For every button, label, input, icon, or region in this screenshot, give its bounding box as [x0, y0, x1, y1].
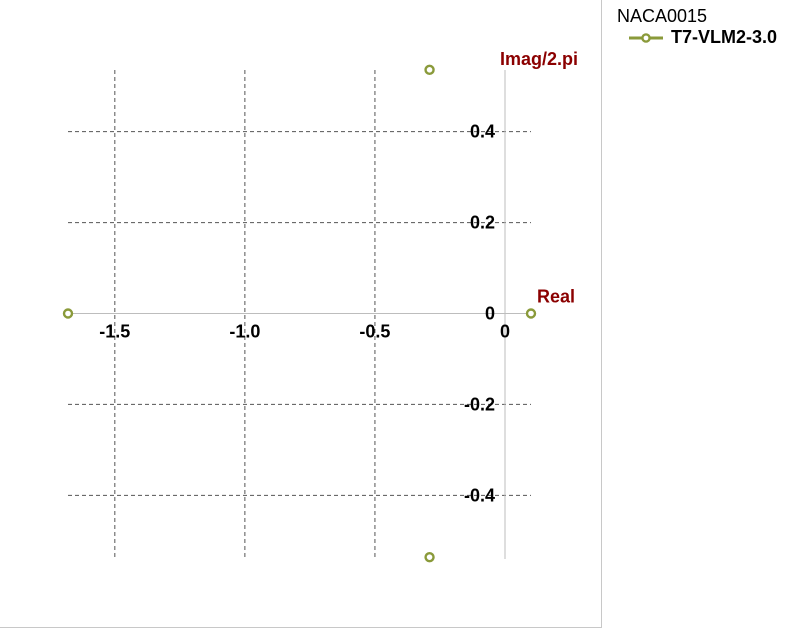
x-tick-label: -0.5: [359, 322, 390, 342]
legend-marker-icon: [629, 32, 663, 43]
y-axis-label: Imag/2.pi: [500, 49, 578, 69]
legend-title: NACA0015: [617, 6, 708, 26]
y-tick-label: -0.2: [464, 394, 495, 414]
plot-area: [0, 0, 602, 628]
y-tick-label: 0.4: [470, 122, 495, 142]
grid-lines: [68, 70, 531, 559]
tick-labels: -1.5 -1.0 -0.5 0 0.4 0.2 0 -0.2 -0.4: [99, 122, 510, 506]
x-tick-label: -1.5: [99, 322, 130, 342]
axes: [68, 70, 531, 559]
x-axis-label: Real: [537, 287, 575, 307]
data-points: [62, 64, 537, 563]
y-tick-label: 0: [485, 304, 495, 324]
legend-series-label: T7-VLM2-3.0: [671, 27, 778, 47]
data-point: [424, 64, 435, 76]
x-tick-label: -1.0: [229, 322, 260, 342]
data-point: [424, 551, 435, 563]
y-tick-label: 0.2: [470, 213, 495, 233]
data-point: [525, 308, 537, 319]
data-point: [62, 308, 74, 319]
legend-entry[interactable]: T7-VLM2-3.0: [629, 27, 777, 48]
legend: NACA0015 T7-VLM2-3.0: [617, 6, 777, 48]
root-locus-chart: -1.5 -1.0 -0.5 0 0.4 0.2 0 -0.2 -0.4 Real Imag/2…: [62, 49, 578, 563]
y-tick-label: -0.4: [464, 485, 495, 505]
x-tick-label: 0: [500, 322, 510, 342]
